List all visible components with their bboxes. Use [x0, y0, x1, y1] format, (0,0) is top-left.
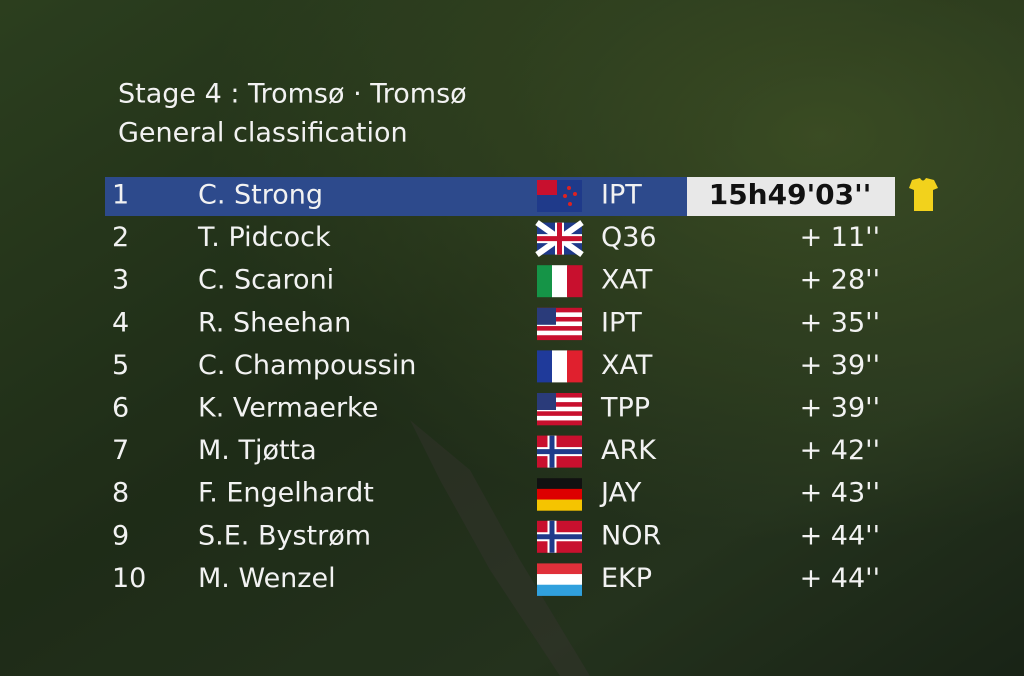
rank: 4: [112, 307, 129, 338]
yellow-jersey: [909, 178, 938, 211]
rider-name: M. Tjøtta: [198, 435, 317, 466]
flag-canton: [537, 180, 557, 195]
flag-canton: [537, 307, 556, 325]
time-gap: + 39'': [800, 350, 880, 381]
rank: 6: [112, 393, 129, 424]
flag-stripe: [537, 350, 553, 383]
flag-stripe: [537, 499, 582, 511]
stage-title: Stage 4 : Tromsø · Tromsø: [118, 79, 467, 110]
flag: [537, 350, 583, 383]
flag-stripe: [537, 393, 582, 398]
time-gap: + 44'': [800, 520, 880, 551]
time-gap: + 39'': [800, 393, 880, 424]
classification-title: General classification: [118, 118, 408, 149]
rows: 1 C. Strong IPT 15h49'03'' 2 T. Pidcock Q36 + 1…: [112, 178, 880, 596]
flag: [537, 180, 582, 212]
flag-stripe: [552, 350, 568, 383]
flag-stripe: [537, 411, 582, 417]
time-gap: + 42'': [800, 435, 880, 466]
flag-stripe: [537, 307, 582, 313]
rider-name: K. Vermaerke: [198, 393, 378, 424]
leader-time-box: [687, 177, 895, 216]
flag-stripe: [537, 397, 582, 403]
rider-name: C. Strong: [198, 180, 323, 211]
team: NOR: [601, 520, 661, 551]
flag-stripe: [537, 420, 582, 426]
flag-star: [563, 194, 567, 198]
flag-cross-red: [537, 222, 582, 255]
flag: [537, 520, 582, 553]
flag-stripe: [552, 265, 568, 298]
rank: 9: [112, 520, 129, 551]
flag-stripe: [537, 265, 553, 298]
flag-star: [567, 186, 571, 190]
rank: 8: [112, 478, 129, 509]
team: TPP: [600, 393, 650, 424]
time: 15h49'03'': [709, 178, 872, 211]
rank: 2: [112, 222, 129, 253]
time-gap: + 28'': [800, 265, 880, 296]
time-gap: + 43'': [800, 478, 880, 509]
flag-star: [573, 192, 577, 196]
flag-stripe: [537, 415, 582, 421]
rider-name: C. Scaroni: [198, 265, 334, 296]
team: JAY: [599, 478, 642, 509]
flag: [537, 393, 582, 426]
flag-canton: [537, 393, 556, 410]
flag-stripe: [537, 574, 582, 586]
rank: 7: [112, 435, 129, 466]
rank: 10: [112, 563, 146, 594]
flag-stripe: [537, 478, 582, 490]
team: Q36: [601, 222, 657, 253]
flag-stripe: [537, 563, 582, 575]
rider-name: T. Pidcock: [197, 222, 331, 253]
time-gap: + 35'': [800, 307, 880, 338]
flag-stripe: [537, 316, 582, 322]
flag-stripe: [537, 335, 582, 341]
flag-stripe: [537, 402, 582, 408]
flag-cross-blue: [537, 435, 582, 468]
rider-name: R. Sheehan: [198, 307, 351, 338]
path: [410, 420, 590, 676]
rank: 5: [112, 350, 129, 381]
rider-name: C. Champoussin: [198, 350, 416, 381]
flag-star: [568, 202, 572, 206]
flag-cross-blue: [537, 520, 582, 553]
rider-name: F. Engelhardt: [198, 478, 374, 509]
flag-stripe: [537, 584, 582, 596]
rider-name: S.E. Bystrøm: [198, 520, 371, 551]
flag-stripe: [537, 312, 582, 318]
flag-stripe: [537, 326, 582, 331]
rank: 3: [112, 265, 129, 296]
flag: [537, 435, 582, 468]
flag-stripe: [567, 265, 583, 298]
time-gap: + 44'': [800, 563, 880, 594]
rank: 1: [112, 180, 129, 211]
leader-bar: [105, 177, 687, 216]
flag: [537, 563, 582, 596]
team: ARK: [601, 435, 657, 466]
flag-stripe: [537, 488, 582, 501]
flag: [537, 265, 583, 298]
rider-name: M. Wenzel: [198, 563, 336, 594]
team: IPT: [601, 307, 642, 338]
flag-stripe: [537, 330, 582, 336]
team: IPT: [601, 180, 642, 211]
team: EKP: [601, 563, 652, 594]
flag-stripe: [537, 321, 582, 327]
flag: [535, 220, 584, 258]
flag-stripe: [567, 350, 583, 383]
time-gap: + 11'': [800, 222, 880, 253]
flag: [537, 307, 582, 341]
flag: [537, 478, 582, 511]
team: XAT: [601, 350, 653, 381]
flag-stripe: [537, 406, 582, 412]
team: XAT: [601, 265, 653, 296]
